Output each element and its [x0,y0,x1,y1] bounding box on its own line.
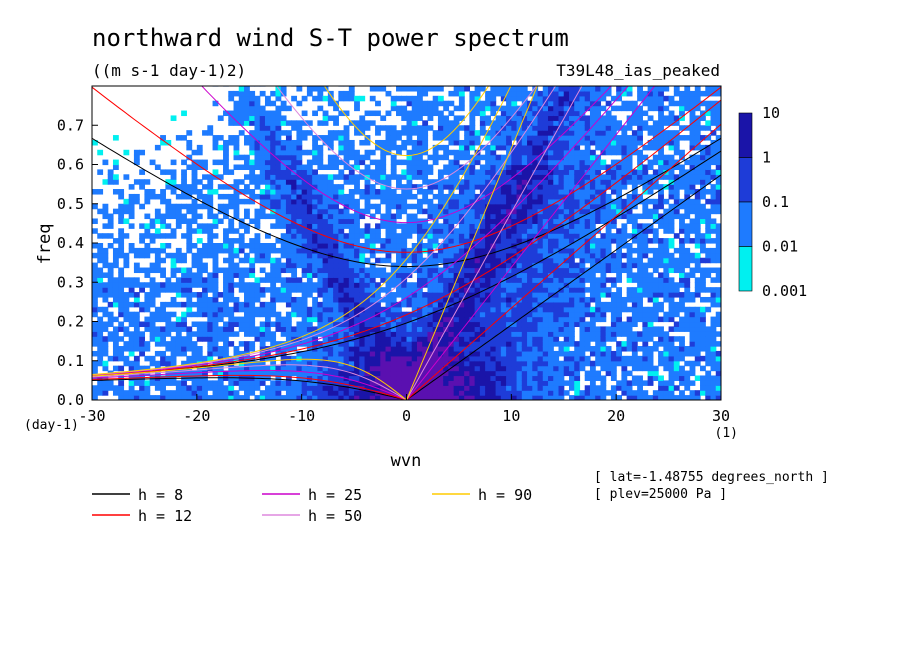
x-tick-label: 0 [402,407,411,425]
legend-label: h = 12 [138,507,192,525]
y-tick-label: 0.6 [57,156,84,174]
y-axis-label: freq [35,224,55,265]
legend-item: h = 50 [262,507,362,525]
legend-label: h = 90 [478,486,532,504]
y-tick-label: 0.4 [57,234,84,252]
dispersion-h90 [92,86,538,400]
gravity-wave-curve [201,86,612,224]
mixed-rossby-gravity-curve [92,99,721,377]
x-tick-label: -10 [288,407,315,425]
dispersion-h50 [92,86,583,400]
x-axis-unit: (1) [715,426,738,441]
gravity-wave-curve [276,86,537,190]
kelvin-wave-curve [406,86,583,400]
x-tick-label: 30 [712,407,730,425]
legend-item: h = 25 [262,486,362,504]
kelvin-wave-curve [406,123,721,400]
y-tick-label: 0.0 [57,391,84,409]
chart-subtitle: ((m s-1 day-1)2) [92,61,246,80]
y-tick-label: 0.1 [57,352,84,370]
y-tick-label: 0.3 [57,273,84,291]
rossby-wave-curve [92,358,407,400]
y-tick-label: 0.7 [57,116,84,134]
kelvin-wave-curve [406,86,656,400]
colorbar-label: 0.1 [762,193,789,211]
chart-title: northward wind S-T power spectrum [92,24,569,52]
dispersion-h12 [92,86,721,400]
colorbar-segment [738,157,753,203]
colorbar: 10 1 0.1 0.01 0.001 [738,104,807,300]
x-axis-label: wvn [391,451,422,471]
x-axis: -30 -20 -10 0 10 20 30 [78,394,730,425]
gravity-wave-curve [92,137,721,268]
colorbar-segment [738,201,753,247]
gravity-wave-curve [92,86,721,253]
legend-item: h = 8 [92,486,183,504]
colorbar-label: 0.001 [762,282,807,300]
y-tick-label: 0.2 [57,313,84,331]
legend-label: h = 25 [308,486,362,504]
x-tick-label: -20 [183,407,210,425]
x-tick-label: -30 [78,407,105,425]
colorbar-label: 1 [762,149,771,167]
run-label: T39L48_ias_peaked [556,61,720,80]
dispersion-h25 [92,86,656,400]
y-tick-label: 0.5 [57,195,84,213]
legend-label: h = 8 [138,486,183,504]
legend-item: h = 90 [432,486,532,504]
colorbar-label: 0.01 [762,238,798,256]
legend-label: h = 50 [308,507,362,525]
mixed-rossby-gravity-curve [92,86,557,376]
colorbar-label: 10 [762,104,780,122]
pressure-level-note: [ plev=25000 Pa ] [594,487,727,502]
dispersion-curves [92,86,721,400]
y-axis: 0.0 0.1 0.2 0.3 0.4 0.5 0.6 0.7 [57,116,98,409]
rossby-wave-curve [92,377,407,400]
mixed-rossby-gravity-curve [92,86,512,375]
rossby-wave-curve [92,364,407,400]
colorbar-segment [738,112,753,158]
y-axis-unit: (day-1) [24,418,79,433]
gravity-wave-curve [323,86,490,157]
kelvin-wave-curve [406,86,538,400]
colorbar-segment [738,246,753,292]
kelvin-wave-curve [406,174,721,400]
x-tick-label: 20 [607,407,625,425]
legend: h = 8 h = 12 h = 25 h = 50 h = 90 [92,486,532,525]
legend-item: h = 12 [92,507,192,525]
latitude-note: [ lat=-1.48755 degrees_north ] [594,470,829,485]
power-spectrum-field [92,86,721,400]
rossby-wave-curve [92,374,407,400]
x-tick-label: 10 [502,407,520,425]
mixed-rossby-gravity-curve [92,86,629,376]
rossby-wave-curve [92,369,407,400]
